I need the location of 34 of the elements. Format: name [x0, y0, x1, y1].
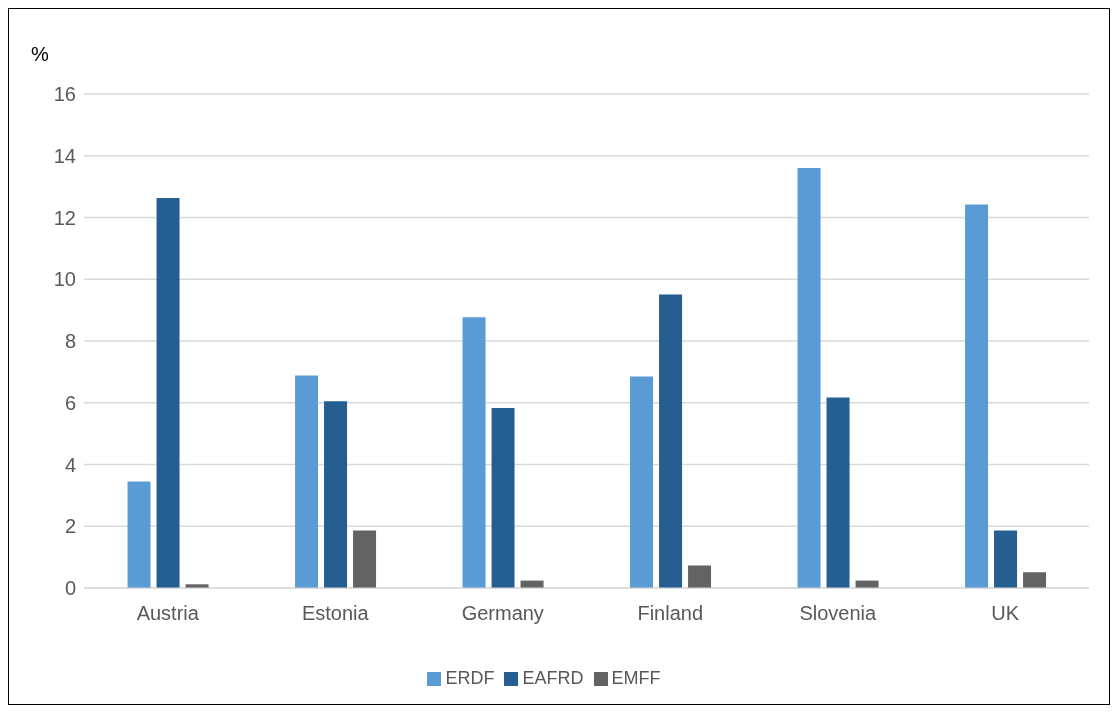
- y-tick-label: 12: [53, 206, 76, 229]
- bar: [688, 565, 712, 588]
- bar: [491, 408, 515, 588]
- bar: [965, 204, 989, 588]
- y-tick-label: 10: [53, 268, 76, 291]
- bar: [295, 375, 319, 588]
- legend-label: ERDF: [445, 668, 495, 688]
- x-tick-label: Slovenia: [799, 602, 877, 625]
- bar: [826, 397, 850, 588]
- legend-label: EAFRD: [522, 668, 584, 688]
- x-tick-label: Austria: [136, 602, 200, 625]
- y-tick-label: 0: [64, 577, 76, 600]
- bar: [127, 481, 151, 588]
- y-tick-label: 16: [53, 83, 76, 106]
- bar: [630, 376, 654, 588]
- bar: [324, 401, 348, 588]
- x-tick-label: Estonia: [301, 602, 370, 625]
- y-tick-label: 14: [53, 144, 76, 167]
- bar: [353, 530, 377, 588]
- bar: [1023, 572, 1047, 588]
- bar: [659, 294, 683, 588]
- y-tick-label: 8: [64, 330, 76, 353]
- bar: [156, 198, 180, 588]
- y-tick-label: 2: [64, 515, 76, 538]
- y-tick-label: 4: [64, 453, 76, 476]
- bar: [994, 530, 1018, 588]
- bar: [797, 168, 821, 588]
- x-tick-label: Germany: [461, 602, 544, 625]
- legend-label: EMFF: [611, 668, 661, 688]
- y-tick-label: 6: [64, 391, 76, 414]
- x-tick-label: Finland: [637, 602, 704, 625]
- bar: [462, 317, 486, 588]
- y-axis-title: %: [31, 43, 49, 66]
- x-tick-label: UK: [991, 602, 1020, 625]
